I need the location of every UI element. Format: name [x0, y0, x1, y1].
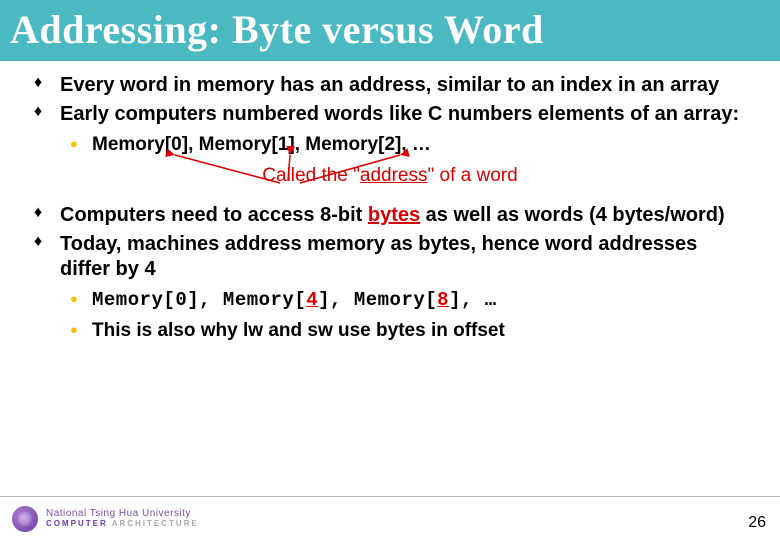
dept-architecture: ARCHITECTURE — [108, 519, 199, 528]
bullet-4-text: Today, machines address memory as bytes,… — [60, 233, 697, 280]
footer-inner: National Tsing Hua University COMPUTER A… — [0, 497, 780, 540]
bullet-4-sub2-text: This is also why lw and sw use bytes in … — [92, 320, 505, 341]
bullet-1: Every word in memory has an address, sim… — [30, 73, 750, 98]
university-logo-icon — [12, 506, 38, 532]
b4s1-n2: 8 — [437, 289, 449, 311]
dept-computer: COMPUTER — [46, 519, 108, 528]
b4s1-c: ], … — [449, 289, 497, 311]
callout-word: address — [360, 165, 428, 186]
bullet-3: Computers need to access 8-bit bytes as … — [30, 203, 750, 228]
title-bar: Addressing: Byte versus Word — [0, 0, 780, 61]
page-number: 26 — [748, 514, 766, 532]
university-dept: COMPUTER ARCHITECTURE — [46, 520, 199, 528]
footer: National Tsing Hua University COMPUTER A… — [0, 496, 780, 540]
bullet-2-sub-text: Memory[0], Memory[1], Memory[2], … — [92, 134, 431, 155]
b4s1-a: Memory[0], Memory[ — [92, 289, 306, 311]
bullet-3-post: as well as words (4 bytes/word) — [420, 204, 725, 226]
b4s1-b: ], Memory[ — [318, 289, 437, 311]
bullet-1-text: Every word in memory has an address, sim… — [60, 74, 719, 96]
bullet-2-sub: Memory[0], Memory[1], Memory[2], … — [30, 133, 750, 157]
university-text: National Tsing Hua University COMPUTER A… — [46, 509, 199, 528]
bullet-2-text: Early computers numbered words like C nu… — [60, 103, 739, 125]
b4s1-n1: 4 — [306, 289, 318, 311]
callout-post: " of a word — [428, 165, 518, 186]
callout-pre: Called the " — [262, 165, 360, 186]
bullet-3-red: bytes — [368, 204, 420, 226]
bullet-2: Early computers numbered words like C nu… — [30, 102, 750, 127]
bullet-4: Today, machines address memory as bytes,… — [30, 232, 750, 282]
callout-address: Called the "address" of a word — [30, 165, 750, 187]
bullet-3-pre: Computers need to access 8-bit — [60, 204, 368, 226]
bullet-4-sub2: This is also why lw and sw use bytes in … — [30, 319, 750, 343]
slide-content: Every word in memory has an address, sim… — [0, 61, 780, 342]
bullet-list: Every word in memory has an address, sim… — [30, 73, 750, 342]
slide-title: Addressing: Byte versus Word — [10, 6, 770, 53]
bullet-4-sub1: Memory[0], Memory[4], Memory[8], … — [30, 288, 750, 313]
university-name: National Tsing Hua University — [46, 509, 199, 519]
